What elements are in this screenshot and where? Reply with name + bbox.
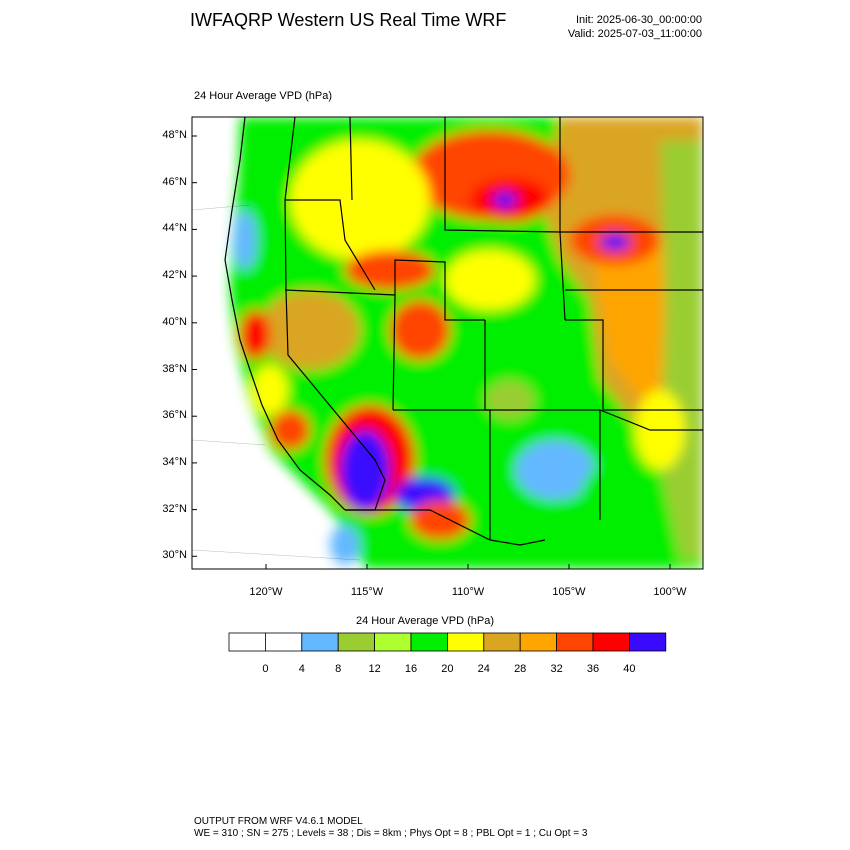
vpd-field bbox=[192, 117, 703, 569]
colorbar-swatch bbox=[228, 632, 266, 652]
colorbar-swatch bbox=[264, 632, 303, 652]
lat-tick-label: 40°N bbox=[162, 315, 187, 328]
colorbar-label: 0 bbox=[262, 663, 269, 675]
lon-tick-label: 115°W bbox=[350, 586, 384, 598]
colorbar-title: 24 Hour Average VPD (hPa) bbox=[356, 615, 494, 627]
field-label: 24 Hour Average VPD (hPa) bbox=[194, 90, 332, 102]
colorbar-label: 32 bbox=[550, 663, 563, 675]
colorbar-label: 4 bbox=[298, 663, 305, 675]
colorbar-swatch bbox=[374, 632, 412, 652]
lat-tick-label: 46°N bbox=[162, 175, 187, 188]
main-title: IWFAQRP Western US Real Time WRF bbox=[190, 10, 507, 30]
lat-tick-label: 42°N bbox=[162, 269, 187, 282]
colorbar-swatch bbox=[483, 632, 521, 652]
colorbar-label: 8 bbox=[335, 663, 342, 675]
colorbar-label: 28 bbox=[514, 663, 527, 675]
colorbar-swatch bbox=[410, 632, 448, 652]
lat-tick-label: 38°N bbox=[162, 362, 187, 375]
lat-tick-label: 32°N bbox=[162, 502, 187, 515]
colorbar-label: 20 bbox=[441, 663, 454, 675]
map-frame bbox=[191, 116, 704, 570]
lon-tick-label: 105°W bbox=[552, 586, 586, 598]
colorbar-swatch bbox=[556, 632, 594, 652]
lat-tick-label: 30°N bbox=[162, 549, 187, 562]
colorbar-swatch bbox=[519, 632, 558, 652]
colorbar-swatch bbox=[592, 632, 630, 652]
init-time: Init: 2025-06-30_00:00:00 bbox=[576, 14, 702, 26]
colorbar-label: 16 bbox=[404, 663, 418, 675]
colorbar bbox=[228, 632, 667, 652]
colorbar-swatch bbox=[337, 632, 376, 652]
lon-tick-label: 120°W bbox=[249, 586, 283, 598]
footer-run-options: WE = 310 ; SN = 275 ; Levels = 38 ; Dis … bbox=[194, 828, 588, 839]
lat-tick-label: 48°N bbox=[162, 129, 187, 141]
colorbar-label: 12 bbox=[368, 663, 381, 675]
colorbar-swatch bbox=[446, 632, 485, 652]
lat-tick-label: 36°N bbox=[162, 409, 187, 422]
lon-tick-label: 110°W bbox=[451, 586, 485, 598]
colorbar-swatch bbox=[301, 632, 339, 652]
colorbar-label: 40 bbox=[623, 663, 636, 675]
colorbar-label: 36 bbox=[586, 663, 600, 675]
valid-time: Valid: 2025-07-03_11:00:00 bbox=[567, 28, 702, 40]
colorbar-label: 24 bbox=[477, 663, 490, 675]
footer-model-info: OUTPUT FROM WRF V4.6.1 MODEL bbox=[194, 816, 363, 827]
lon-tick-label: 100°W bbox=[653, 586, 687, 598]
lat-tick-label: 44°N bbox=[162, 222, 187, 235]
lat-tick-label: 34°N bbox=[162, 455, 187, 468]
colorbar-swatch bbox=[629, 632, 667, 652]
